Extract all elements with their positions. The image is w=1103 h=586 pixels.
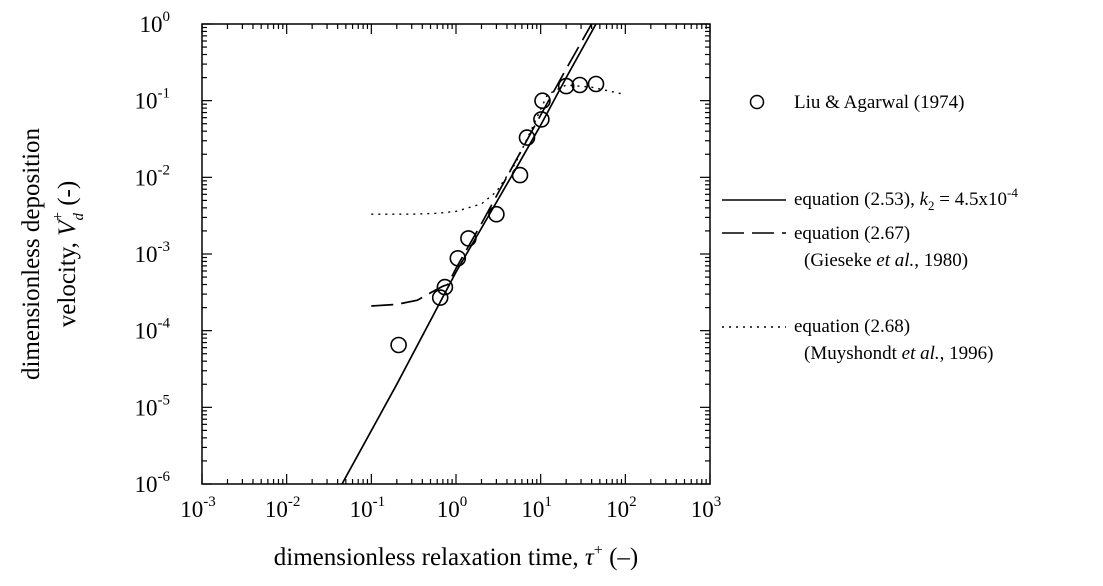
legend-label-equation-2-68-line2: (Muyshondt et al., 1996) bbox=[804, 343, 993, 364]
data-point-liu-agarwal bbox=[390, 336, 407, 354]
x-tick-label: 103 bbox=[691, 494, 722, 522]
x-tick-label: 10-2 bbox=[265, 494, 301, 522]
legend-item-equation-2-67: equation (2.67) (Gieseke et al., 1980) bbox=[722, 223, 968, 271]
legend-label-equation-2-67-line2: (Gieseke et al., 1980) bbox=[804, 250, 968, 271]
x-tick-label: 102 bbox=[606, 494, 637, 522]
y-tick-label: 100 bbox=[140, 9, 171, 37]
x-tick-label: 10-3 bbox=[180, 494, 216, 522]
data-point-liu-agarwal bbox=[534, 92, 551, 109]
legend-label-equation-2-68-line1: equation (2.68) bbox=[794, 316, 910, 337]
series-line-long bbox=[371, 24, 593, 307]
legend-item-liu-agarwal: Liu & Agarwal (1974) bbox=[749, 92, 964, 113]
legend-label-equation-2-53: equation (2.53), k2 = 4.5x10-4 bbox=[794, 185, 1018, 213]
data-point-liu-agarwal bbox=[511, 166, 529, 184]
y-axis-label: dimensionless deposition velocity, Vd+ (… bbox=[18, 127, 87, 380]
legend-label-equation-2-67-line1: equation (2.67) bbox=[794, 223, 910, 244]
x-tick-label: 100 bbox=[437, 494, 468, 522]
x-axis-label: dimensionless relaxation time, τ+ (–) bbox=[274, 542, 638, 571]
data-point-liu-agarwal bbox=[571, 76, 589, 94]
legend-marker-circle bbox=[749, 94, 765, 110]
y-tick-label: 10-1 bbox=[135, 86, 171, 114]
y-tick-label: 10-4 bbox=[135, 316, 171, 344]
y-axis-label-line1: dimensionless deposition bbox=[18, 127, 45, 380]
markers-layer bbox=[390, 75, 605, 354]
x-tick-label: 101 bbox=[521, 494, 552, 522]
y-tick-labels: 10-6 10-5 10-4 10-3 10-2 10-1 100 bbox=[135, 9, 171, 497]
x-tick-labels: 10-3 10-2 10-1 100 101 102 103 bbox=[180, 494, 721, 522]
series-line-dotted bbox=[371, 84, 626, 215]
data-point-liu-agarwal bbox=[518, 129, 536, 146]
data-point-liu-agarwal bbox=[449, 249, 467, 267]
y-tick-label: 10-3 bbox=[135, 239, 171, 267]
series-line-solid bbox=[341, 24, 597, 484]
data-point-liu-agarwal bbox=[533, 111, 550, 128]
plot-frame bbox=[201, 23, 711, 485]
data-point-liu-agarwal bbox=[436, 278, 454, 296]
data-point-liu-agarwal bbox=[587, 75, 605, 93]
y-tick-label: 10-6 bbox=[135, 469, 171, 497]
legend-item-equation-2-68: equation (2.68) (Muyshondt et al., 1996) bbox=[722, 316, 993, 364]
series-layer bbox=[341, 24, 626, 484]
y-tick-label: 10-2 bbox=[135, 162, 171, 190]
legend-item-equation-2-53: equation (2.53), k2 = 4.5x10-4 bbox=[722, 185, 1018, 213]
x-tick-label: 10-1 bbox=[350, 494, 386, 522]
y-tick-label: 10-5 bbox=[135, 392, 171, 420]
axis-ticks bbox=[201, 23, 711, 485]
legend-label-liu-agarwal: Liu & Agarwal (1974) bbox=[794, 92, 964, 113]
data-point-liu-agarwal bbox=[557, 77, 575, 95]
data-point-liu-agarwal bbox=[488, 205, 505, 223]
data-point-liu-agarwal bbox=[460, 230, 477, 247]
data-point-liu-agarwal bbox=[431, 289, 449, 306]
legend: Liu & Agarwal (1974) equation (2.53), k2… bbox=[722, 92, 1018, 364]
y-axis-label-line2: velocity, Vd+ (-) bbox=[50, 181, 87, 327]
